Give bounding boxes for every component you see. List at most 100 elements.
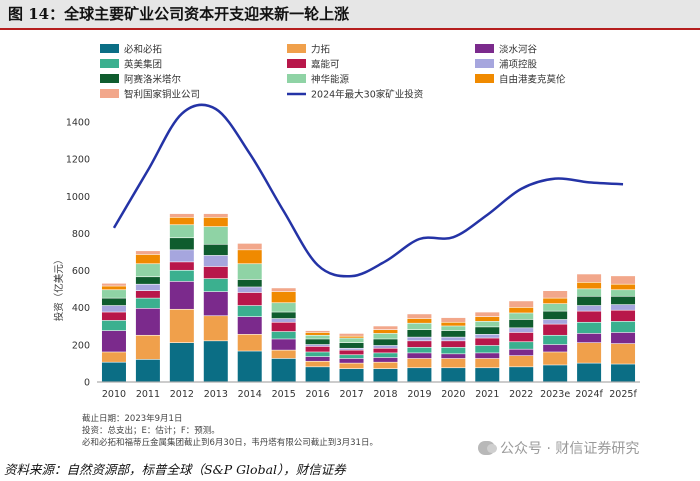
bar-segment	[407, 337, 432, 341]
bar-segment	[407, 347, 432, 353]
bar-segment	[475, 312, 500, 317]
bar-segment	[203, 217, 228, 227]
bar-segment	[407, 341, 432, 348]
bar-segment	[169, 213, 194, 218]
legend-label: 力拓	[311, 44, 331, 56]
legend-swatch	[287, 44, 306, 53]
bar-segment	[135, 284, 160, 291]
bar-segment	[407, 314, 432, 319]
legend-swatch	[475, 59, 494, 68]
note-definitions: 投资：总支出；E：估计；F：预测。	[82, 426, 220, 436]
y-tick-label: 1000	[66, 192, 90, 203]
bar-stack-2018	[373, 326, 398, 382]
bar-segment	[577, 289, 602, 296]
bar-segment	[543, 335, 568, 345]
bar-segment	[101, 330, 126, 352]
bar-segment	[339, 348, 364, 350]
bar-stack-2021	[475, 312, 500, 382]
bar-segment	[305, 339, 330, 345]
bar-segment	[373, 345, 398, 348]
bar-segment	[373, 362, 398, 369]
bar-segment	[271, 331, 296, 339]
bar-stack-2020	[441, 317, 466, 382]
bar-segment	[577, 274, 602, 283]
bar-segment	[577, 305, 602, 311]
bar-segment	[339, 350, 364, 355]
bar-segment	[135, 298, 160, 309]
bar-segment	[611, 290, 636, 296]
bar-segment	[271, 318, 296, 322]
bar-segment	[543, 352, 568, 365]
bar-segment	[577, 363, 602, 382]
bar-segment	[203, 341, 228, 382]
bar-segment	[441, 322, 466, 326]
bar-segment	[373, 369, 398, 382]
bar-segment	[373, 330, 398, 334]
bar-segment	[339, 338, 364, 343]
x-tick-label: 2022	[509, 389, 533, 400]
bar-segment	[611, 284, 636, 290]
bar-segment	[305, 346, 330, 352]
bar-segment	[407, 323, 432, 330]
y-axis-label: 投资（亿美元）	[53, 255, 65, 322]
bar-segment	[271, 288, 296, 292]
bar-segment	[407, 318, 432, 323]
bar-segment	[305, 361, 330, 367]
bar-segment	[135, 291, 160, 298]
bar-segment	[271, 350, 296, 359]
bar-segment	[339, 369, 364, 382]
bar-segment	[271, 339, 296, 350]
legend-swatch	[100, 59, 119, 68]
bar-segment	[611, 296, 636, 305]
bar-segment	[509, 367, 534, 382]
bar-segment	[373, 333, 398, 339]
bar-segment	[509, 313, 534, 320]
bar-segment	[543, 291, 568, 298]
x-tick-label: 2025f	[609, 389, 637, 400]
legend-label: 2024年最大30家矿业投资	[311, 89, 424, 101]
bar-segment	[407, 368, 432, 382]
legend-swatch	[475, 44, 494, 53]
bar-segment	[271, 358, 296, 382]
bar-segment	[305, 335, 330, 339]
watermark: 公众号 · 财信证券研究	[478, 438, 639, 458]
bar-segment	[509, 301, 534, 308]
bar-segment	[135, 264, 160, 277]
bar-segment	[135, 335, 160, 360]
x-tick-label: 2012	[170, 389, 194, 400]
y-tick-label: 600	[72, 266, 90, 277]
bar-segment	[135, 359, 160, 382]
bar-segment	[305, 367, 330, 382]
bar-segment	[339, 363, 364, 369]
bar-segment	[237, 292, 262, 306]
bar-segment	[101, 312, 126, 321]
bar-segment	[101, 305, 126, 312]
bar-segment	[203, 278, 228, 292]
bar-segment	[271, 312, 296, 319]
bar-stack-2019	[407, 314, 432, 382]
legend-label: 英美集团	[124, 59, 162, 71]
bar-segment	[407, 330, 432, 337]
bar-segment	[611, 332, 636, 344]
bar-segment	[271, 303, 296, 312]
bar-segment	[543, 298, 568, 304]
bar-segment	[339, 333, 364, 336]
bar-segment	[169, 225, 194, 238]
bar-segment	[475, 368, 500, 382]
bar-segment	[373, 339, 398, 346]
bar-segment	[339, 336, 364, 338]
bar-stack-2023e	[543, 291, 568, 382]
bar-segment	[373, 348, 398, 353]
bar-segment	[305, 356, 330, 361]
bar-segment	[169, 309, 194, 343]
bar-segment	[441, 368, 466, 382]
bar-segment	[169, 238, 194, 250]
bar-segment	[169, 270, 194, 282]
bar-segment	[543, 365, 568, 382]
bar-segment	[475, 321, 500, 327]
bar-segment	[611, 310, 636, 322]
legend-swatch	[100, 74, 119, 83]
bar-stack-2022	[509, 301, 534, 382]
x-tick-label: 2011	[136, 389, 160, 400]
bar-segment	[339, 358, 364, 363]
